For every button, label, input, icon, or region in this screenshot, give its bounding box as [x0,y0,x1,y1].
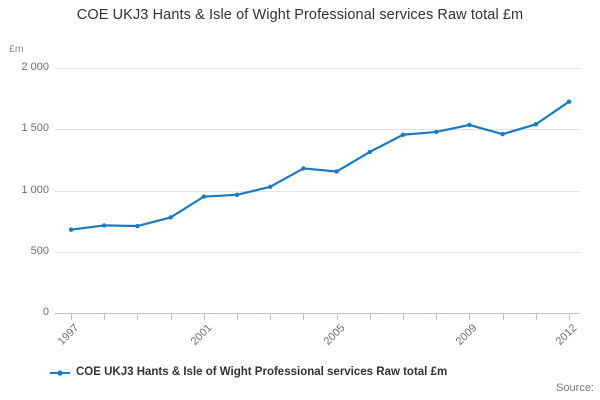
x-axis-tick [71,314,72,320]
x-axis-tick [170,314,172,320]
legend[interactable]: COE UKJ3 Hants & Isle of Wight Professio… [50,366,447,378]
gridline-y [55,190,580,192]
gridline-y [55,251,580,253]
y-axis-tick-labels: 0 500 1 000 1 500 2 000 [0,0,49,400]
data-point-marker[interactable] [566,99,572,104]
data-point-marker[interactable] [334,169,339,174]
x-axis-tick [569,314,570,320]
x-axis-tick [137,314,139,320]
data-point-marker[interactable] [135,223,140,229]
x-axis-tick [403,314,404,320]
data-point-marker[interactable] [533,122,538,127]
x-axis-tick [369,314,371,320]
data-point-marker[interactable] [467,122,472,128]
x-axis-tick [469,314,471,320]
y-axis-tick-label: 500 [30,244,49,257]
x-axis-tick [336,314,338,320]
x-axis-tick [237,314,238,320]
data-point-marker[interactable] [168,215,173,220]
y-axis-tick-label: 1 000 [21,183,49,196]
x-axis-tick [203,314,205,320]
gridline-y [55,129,580,131]
x-axis-tick [104,314,106,320]
data-point-marker[interactable] [367,149,372,155]
data-point-marker[interactable] [201,194,206,199]
data-point-marker[interactable] [400,132,406,137]
data-point-marker[interactable] [68,227,74,232]
x-axis-tick [502,314,504,320]
x-axis-line [55,313,580,314]
gridline-y [55,68,580,69]
y-axis-unit-label: £m [9,43,24,55]
x-axis-tick [436,314,438,320]
chart-title: COE UKJ3 Hants & Isle of Wight Professio… [76,7,524,23]
legend-item-label: COE UKJ3 Hants & Isle of Wight Professio… [76,366,448,378]
legend-line-marker-icon [50,366,70,378]
data-point-marker[interactable] [500,131,505,137]
x-axis-tick [535,314,537,320]
data-point-marker[interactable] [434,129,439,135]
x-axis-tick [303,314,305,320]
source-note: Source: [556,382,594,394]
y-axis-tick-label: 0 [42,306,49,318]
data-point-marker[interactable] [268,184,273,190]
series-line [69,100,571,231]
y-axis-tick-label: 2 000 [21,61,49,73]
data-point-marker[interactable] [102,223,107,228]
data-point-marker[interactable] [301,166,306,171]
y-axis-tick-label: 1 500 [21,122,49,135]
data-point-marker[interactable] [234,192,240,197]
x-axis-tick [270,314,272,320]
